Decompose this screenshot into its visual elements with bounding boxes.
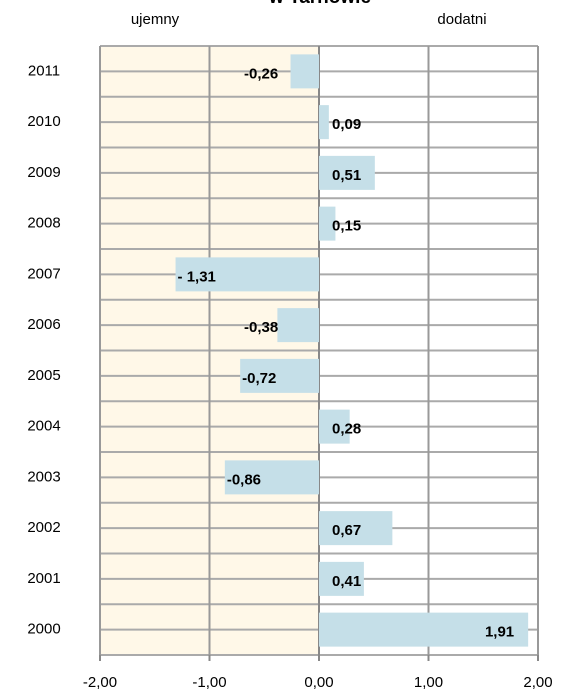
y-tick-label: 2002 bbox=[27, 519, 60, 536]
x-tick-label: 0,00 bbox=[304, 674, 333, 691]
bar bbox=[319, 409, 350, 444]
bar bbox=[319, 561, 364, 596]
bar bbox=[319, 511, 393, 546]
x-tick-label: 2,00 bbox=[523, 674, 552, 691]
value-label: -0,86 bbox=[227, 471, 261, 488]
value-label: 0,51 bbox=[332, 167, 361, 184]
value-label: 0,67 bbox=[332, 522, 361, 539]
value-label: -0,72 bbox=[242, 370, 276, 387]
y-tick-label: 2011 bbox=[28, 62, 60, 79]
value-label: -0,26 bbox=[244, 65, 278, 82]
bar bbox=[277, 308, 319, 343]
value-label: 0,09 bbox=[332, 116, 361, 133]
value-label: 0,28 bbox=[332, 421, 361, 438]
bar bbox=[240, 358, 319, 393]
y-tick-label: 2008 bbox=[27, 215, 60, 232]
annotation: ujemny bbox=[131, 11, 180, 28]
annotation: dodatni bbox=[437, 11, 486, 28]
bar bbox=[175, 257, 319, 292]
y-tick-label: 2010 bbox=[27, 113, 60, 130]
bar bbox=[224, 460, 319, 495]
value-label: - 1,31 bbox=[178, 268, 216, 285]
bar bbox=[290, 54, 319, 89]
bar bbox=[319, 155, 375, 190]
bar bbox=[319, 105, 329, 140]
y-tick-label: 2005 bbox=[27, 367, 60, 384]
y-tick-label: 2006 bbox=[27, 316, 60, 333]
y-tick-label: 2001 bbox=[27, 570, 60, 587]
x-tick-label: -1,00 bbox=[192, 674, 226, 691]
y-tick-label: 2003 bbox=[27, 468, 60, 485]
bar bbox=[319, 206, 336, 241]
x-tick-label: -2,00 bbox=[83, 674, 117, 691]
chart-title: w Tarnowie bbox=[268, 0, 371, 8]
y-tick-label: 2004 bbox=[27, 418, 60, 435]
value-label: 0,41 bbox=[332, 573, 361, 590]
value-label: 0,15 bbox=[332, 218, 361, 235]
y-tick-label: 2009 bbox=[27, 164, 60, 181]
value-label: 1,91 bbox=[485, 624, 514, 641]
y-tick-label: 2007 bbox=[27, 265, 60, 282]
bar bbox=[319, 612, 529, 647]
value-label: -0,38 bbox=[244, 319, 278, 336]
y-tick-label: 2000 bbox=[27, 621, 60, 638]
x-tick-label: 1,00 bbox=[414, 674, 443, 691]
